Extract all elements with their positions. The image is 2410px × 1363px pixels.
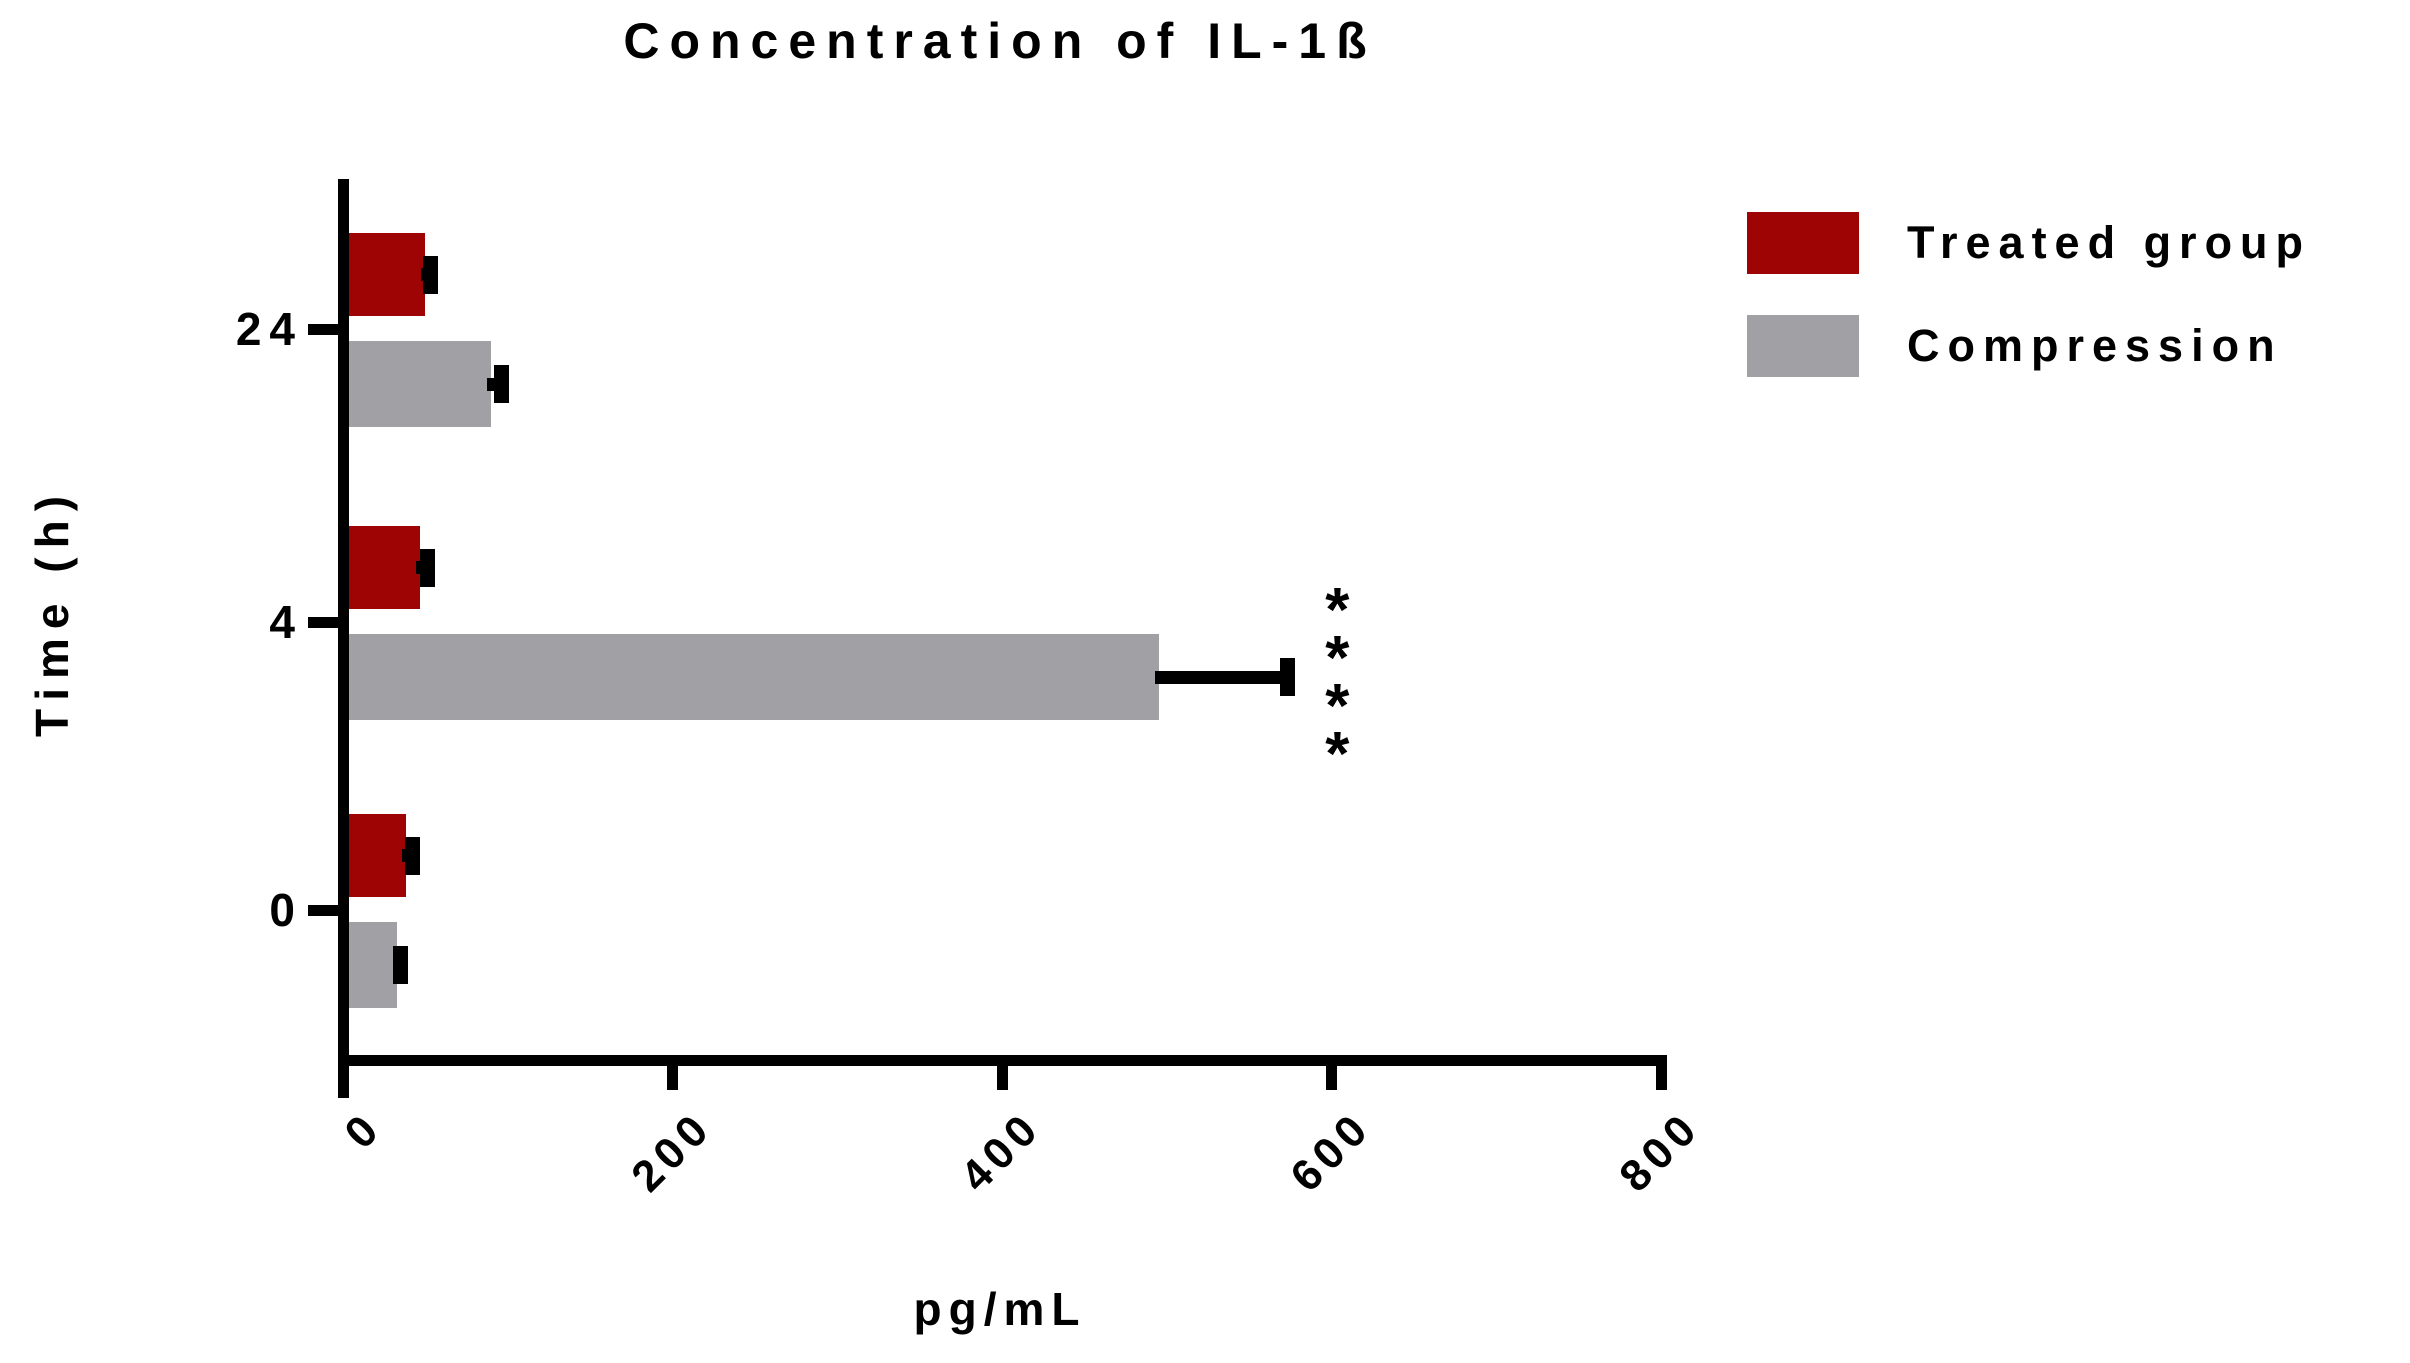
y-tick-24 xyxy=(308,323,343,335)
error-whisker-compression-4h xyxy=(1154,670,1288,684)
y-tick-4 xyxy=(308,616,343,628)
error-cap-compression-24h xyxy=(493,365,509,403)
x-tick-label-800: 800 xyxy=(1610,1102,1711,1202)
legend-swatch-compression xyxy=(1747,315,1859,377)
legend-item-compression: Compression xyxy=(1747,315,2311,377)
legend-swatch-treated-group xyxy=(1747,212,1859,274)
x-tick-label-200: 200 xyxy=(621,1102,722,1202)
significance-stars: * * * * xyxy=(1325,576,1350,789)
legend-label-treated-group: Treated group xyxy=(1907,217,2312,268)
bar-compression-4h xyxy=(343,634,1159,720)
y-tick-label-24: 24 xyxy=(235,303,303,355)
chart-title: Concentration of IL-1ß xyxy=(623,13,1377,69)
error-cap-treated-group-24h xyxy=(422,255,438,294)
y-tick-0 xyxy=(308,904,343,916)
legend-item-treated-group: Treated group xyxy=(1747,212,2311,274)
error-cap-compression-0h xyxy=(393,946,409,984)
error-cap-compression-4h xyxy=(1279,658,1295,696)
y-axis-label: Time (h) xyxy=(26,486,78,738)
y-tick-label-0: 0 xyxy=(269,884,303,936)
error-cap-treated-group-0h xyxy=(404,836,420,875)
legend: Treated group Compression xyxy=(1747,212,2311,418)
x-tick-label-0: 0 xyxy=(335,1102,392,1159)
bar-treated-group-24h xyxy=(343,233,426,316)
bar-compression-0h xyxy=(343,922,398,1008)
x-tick-400 xyxy=(996,1055,1008,1090)
bar-treated-group-0h xyxy=(343,814,406,897)
error-cap-treated-group-4h xyxy=(419,548,435,587)
bar-compression-24h xyxy=(343,341,492,427)
legend-label-compression: Compression xyxy=(1907,320,2283,371)
y-tick-label-4: 4 xyxy=(269,596,303,648)
x-tick-600 xyxy=(1326,1055,1338,1090)
x-tick-200 xyxy=(667,1055,679,1090)
x-axis-label: pg/mL xyxy=(913,1283,1087,1335)
x-tick-0 xyxy=(337,1055,349,1090)
bar-treated-group-4h xyxy=(343,526,421,609)
y-axis-line xyxy=(338,179,349,1098)
x-tick-800 xyxy=(1655,1055,1667,1090)
